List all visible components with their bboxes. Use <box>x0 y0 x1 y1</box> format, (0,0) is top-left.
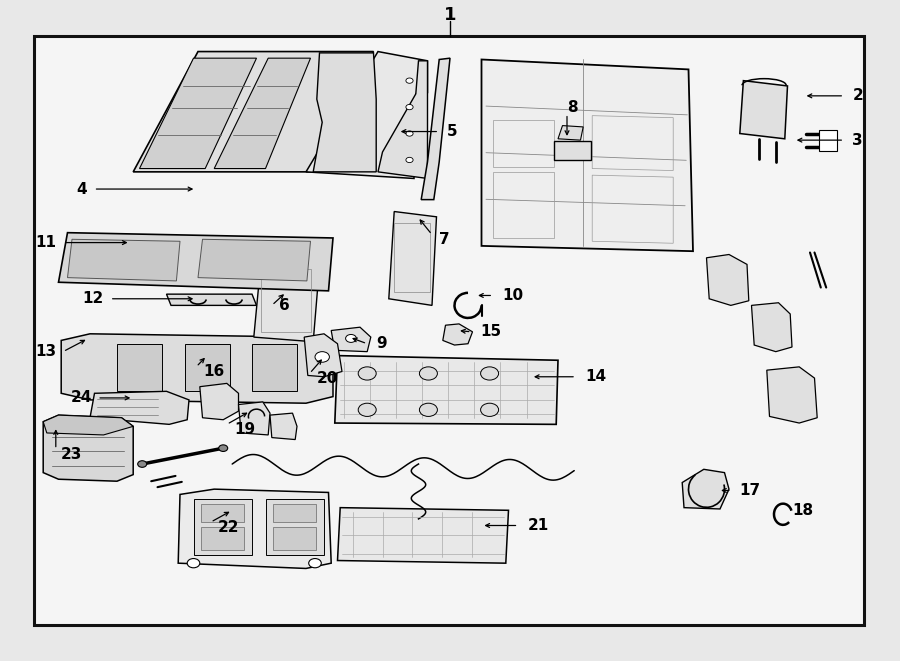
Text: 5: 5 <box>447 124 458 139</box>
Bar <box>819 130 837 151</box>
Polygon shape <box>43 415 133 435</box>
Circle shape <box>309 559 321 568</box>
Polygon shape <box>140 58 256 169</box>
Polygon shape <box>389 212 436 305</box>
Circle shape <box>138 461 147 467</box>
Bar <box>554 141 591 160</box>
Polygon shape <box>767 367 817 423</box>
Polygon shape <box>378 61 428 178</box>
Text: 23: 23 <box>61 447 83 462</box>
Bar <box>252 344 297 391</box>
Circle shape <box>481 367 499 380</box>
Circle shape <box>419 367 437 380</box>
Polygon shape <box>198 239 310 281</box>
Polygon shape <box>58 233 333 291</box>
Polygon shape <box>133 52 374 172</box>
Polygon shape <box>682 469 729 509</box>
Bar <box>261 269 310 332</box>
Polygon shape <box>254 261 320 342</box>
Circle shape <box>346 334 356 342</box>
Text: 18: 18 <box>792 503 813 518</box>
Bar <box>117 344 162 391</box>
Polygon shape <box>421 58 450 200</box>
Bar <box>34 36 864 625</box>
Polygon shape <box>306 52 427 178</box>
Polygon shape <box>270 413 297 440</box>
Text: 9: 9 <box>376 336 387 351</box>
Circle shape <box>358 403 376 416</box>
Polygon shape <box>200 383 239 420</box>
Bar <box>394 223 430 292</box>
Polygon shape <box>214 58 310 169</box>
Text: 7: 7 <box>439 232 450 247</box>
Text: 2: 2 <box>852 89 863 103</box>
Circle shape <box>315 352 329 362</box>
Polygon shape <box>238 402 270 435</box>
Text: 4: 4 <box>76 182 87 196</box>
Polygon shape <box>482 59 693 251</box>
Polygon shape <box>558 126 583 140</box>
Polygon shape <box>68 239 180 281</box>
Circle shape <box>187 559 200 568</box>
Circle shape <box>481 403 499 416</box>
Text: 1: 1 <box>444 5 456 24</box>
Circle shape <box>219 445 228 451</box>
Polygon shape <box>61 334 333 403</box>
Polygon shape <box>178 489 331 568</box>
Bar <box>266 499 324 555</box>
Polygon shape <box>304 334 342 377</box>
Circle shape <box>419 403 437 416</box>
Text: 21: 21 <box>527 518 549 533</box>
Text: 11: 11 <box>36 235 57 250</box>
Text: 12: 12 <box>82 292 104 306</box>
Circle shape <box>406 78 413 83</box>
Polygon shape <box>752 303 792 352</box>
Text: 14: 14 <box>585 369 606 384</box>
Text: 3: 3 <box>852 133 863 147</box>
Bar <box>201 527 244 550</box>
Polygon shape <box>90 391 189 424</box>
Bar <box>194 499 252 555</box>
Text: 10: 10 <box>502 288 523 303</box>
Polygon shape <box>338 508 508 563</box>
Circle shape <box>358 367 376 380</box>
Text: 8: 8 <box>567 100 578 114</box>
Polygon shape <box>706 254 749 305</box>
Circle shape <box>406 131 413 136</box>
Text: 15: 15 <box>481 325 501 339</box>
Text: 20: 20 <box>317 371 338 385</box>
Text: 13: 13 <box>36 344 57 359</box>
Text: 24: 24 <box>70 391 92 405</box>
Text: 17: 17 <box>740 483 760 498</box>
Polygon shape <box>335 356 558 424</box>
Polygon shape <box>740 81 788 139</box>
Text: 6: 6 <box>279 298 290 313</box>
Polygon shape <box>166 294 256 305</box>
Circle shape <box>406 104 413 110</box>
Bar <box>273 504 316 522</box>
Bar <box>201 504 244 522</box>
Bar <box>273 527 316 550</box>
Circle shape <box>406 157 413 163</box>
Polygon shape <box>43 415 133 481</box>
Polygon shape <box>443 324 473 345</box>
Text: 22: 22 <box>218 520 239 535</box>
Text: 19: 19 <box>234 422 255 437</box>
Bar <box>184 344 230 391</box>
Text: 16: 16 <box>203 364 225 379</box>
Polygon shape <box>313 53 376 172</box>
Polygon shape <box>331 327 371 352</box>
